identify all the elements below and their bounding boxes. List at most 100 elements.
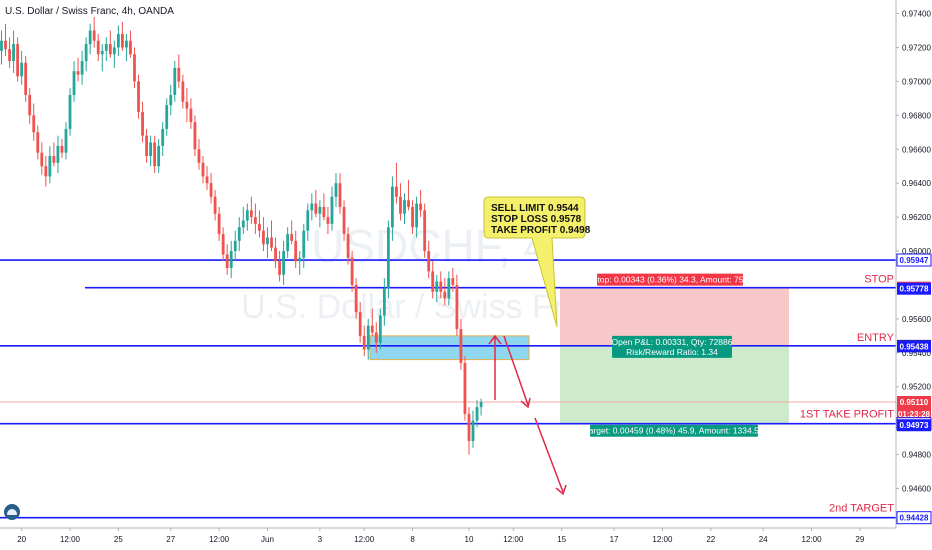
axis-price-badge: 0.95110 [897,396,931,408]
candle-body [443,291,447,299]
stop-badge[interactable]: Stop: 0.00343 (0.36%) 34.3, Amount: 750 [592,273,749,286]
candle [56,135,60,174]
target-badge[interactable]: Target: 0.00459 (0.48%) 45.9, Amount: 13… [584,424,764,437]
candle-body [399,196,402,214]
candle [153,135,157,174]
candle-body [266,237,269,245]
label-tp2: 2nd TARGET [829,503,894,515]
candle-body [52,156,56,163]
candle [141,101,144,143]
candle [28,88,32,124]
candle [431,261,435,299]
candle [197,139,201,170]
candle [475,400,479,428]
candle [262,217,265,252]
entry-zone-rect[interactable] [369,335,530,361]
candle-body [217,213,221,235]
candle [16,37,20,82]
candle [20,50,24,85]
y-tick-label: 0.96000 [902,247,931,256]
candle-body [32,115,36,133]
candle [169,84,173,116]
tradingview-logo-icon[interactable] [4,504,20,520]
label-stop: STOP [864,274,894,286]
candle [266,227,269,258]
candle [161,122,165,157]
callout-line: SELL LIMIT 0.9544 [491,203,579,214]
y-tick-label: 0.95600 [902,315,931,324]
candle [439,271,443,299]
candle-body [24,62,28,95]
candle-body [455,284,459,330]
candle-body [96,40,100,55]
candle [245,203,249,231]
candle-body [16,44,20,77]
candle [217,206,221,241]
candle [68,88,72,136]
candle-body [378,315,382,343]
candle [427,240,431,279]
x-tick-label: 10 [465,535,474,544]
candle-body [157,145,161,167]
candle-body [447,278,451,299]
candle [233,230,237,262]
candle-body [274,247,277,262]
candle [100,44,104,72]
candle [205,166,209,190]
candle-body [177,67,181,82]
candle-body [108,44,112,55]
candle-body [44,166,48,177]
candle [374,322,378,353]
candle-body [403,200,406,214]
candle-body [213,196,217,214]
candle [395,162,398,204]
trade-callout[interactable] [483,196,586,328]
candle [201,156,205,184]
candle [467,407,471,455]
candle [181,74,185,109]
candle-body [221,234,225,255]
candle-body [4,40,7,50]
candle-body [12,44,15,62]
candle [121,22,124,51]
candle-body [48,156,52,177]
candle-body [427,251,431,272]
arrow-down-2-line[interactable] [534,417,564,493]
candle [338,173,342,214]
candle [334,173,338,207]
candle [443,278,447,306]
target-zone[interactable] [560,345,789,424]
candle-body [354,284,358,313]
candle-body [60,145,64,153]
candle-body [435,281,439,292]
candle [419,189,423,218]
candle-body [306,210,310,231]
candle-body [314,203,318,214]
candle [286,227,290,258]
candle-body [129,40,132,55]
candle [88,23,92,55]
badge-text: Stop: 0.00343 (0.36%) 34.3, Amount: 750 [592,275,749,285]
arrow-down-1-line[interactable] [503,335,529,406]
candle [137,74,140,119]
candle [0,30,3,65]
candle-body [262,230,265,245]
candle-body [237,227,241,241]
candle [40,142,44,175]
candle-body [56,145,60,163]
candle-body [121,33,124,48]
x-tick-label: 24 [759,535,768,544]
y-tick-label: 0.95400 [902,349,931,358]
candle [76,57,80,82]
pnl-badge[interactable]: Open P&L: 0.00331, Qty: 72886Risk/Reward… [612,335,733,358]
candle-body [249,210,253,218]
candle-body [201,162,205,177]
candle-body [84,44,88,62]
candle [298,251,302,275]
candle [104,37,108,62]
time-axis[interactable] [0,528,932,550]
candle [112,40,116,68]
candle [435,274,439,302]
candle-body [451,278,455,285]
